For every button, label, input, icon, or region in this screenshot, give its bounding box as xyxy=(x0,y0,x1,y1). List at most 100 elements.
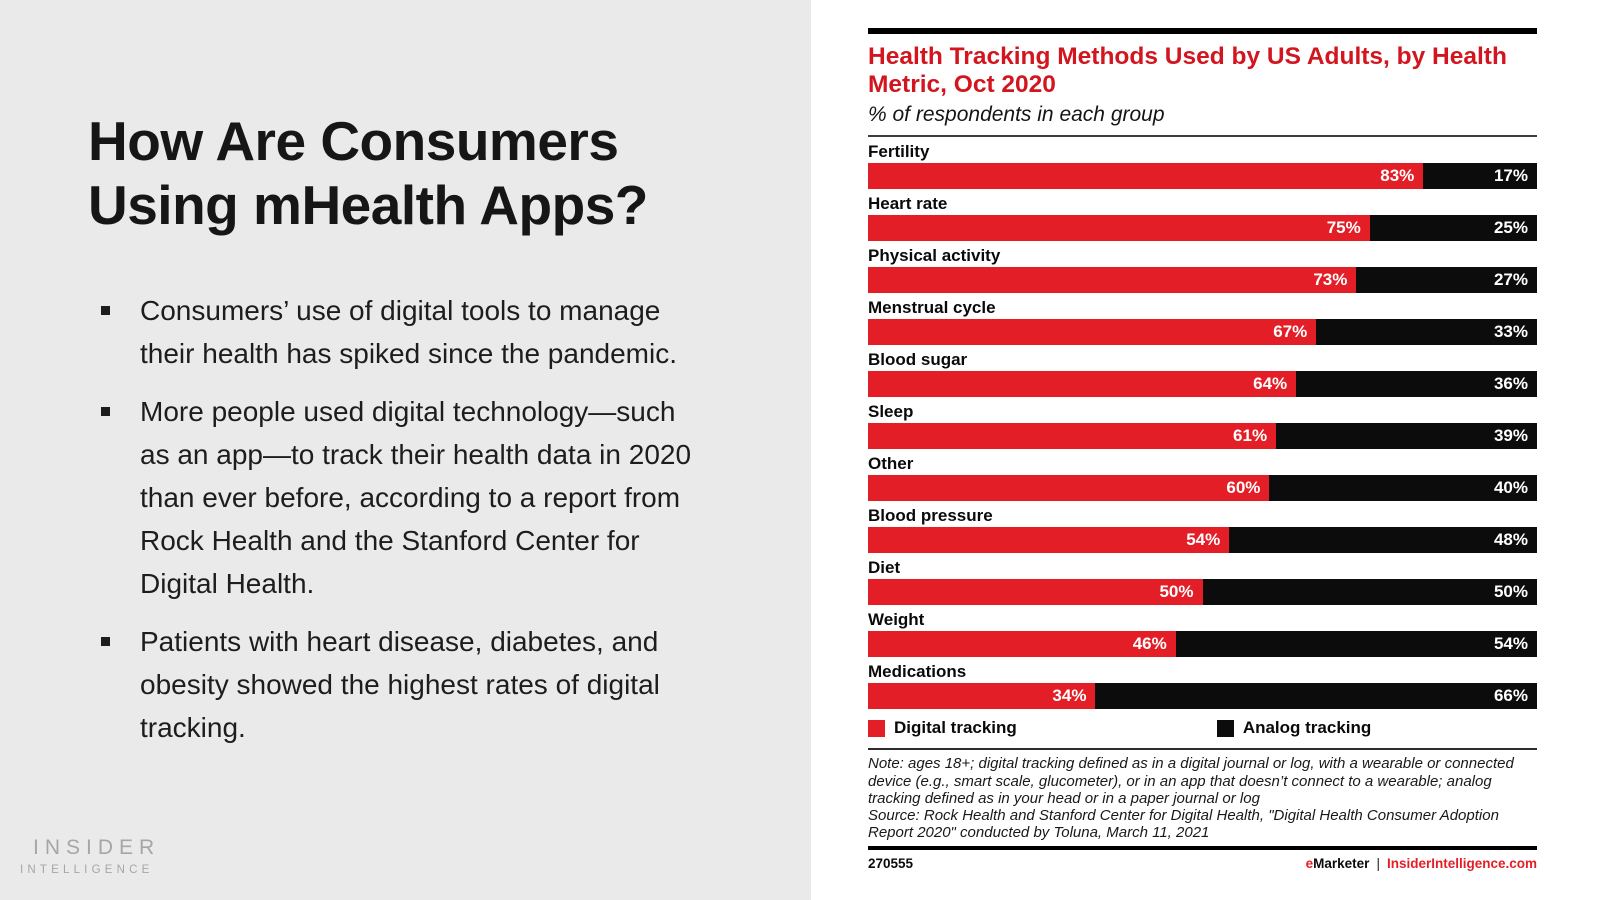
legend-item-analog: Analog tracking xyxy=(1216,718,1372,738)
bar-row: Blood sugar 64% 36% xyxy=(868,350,1537,398)
legend-item-digital: Digital tracking xyxy=(868,718,1017,738)
digital-value: 54% xyxy=(1186,530,1221,550)
bullet-item: Consumers’ use of digital tools to manag… xyxy=(98,290,710,376)
digital-segment: 64% xyxy=(868,371,1297,398)
stacked-bar: 60% 40% xyxy=(868,475,1537,502)
digital-value: 67% xyxy=(1273,322,1308,342)
bar-row: Medications 34% 66% xyxy=(868,662,1537,710)
legend-label-analog: Analog tracking xyxy=(1242,718,1372,738)
digital-segment: 61% xyxy=(868,423,1277,450)
chart-title: Health Tracking Methods Used by US Adult… xyxy=(868,43,1507,98)
footer-site-link[interactable]: InsiderIntelligence.com xyxy=(1386,856,1537,872)
bar-category-label: Diet xyxy=(868,558,901,578)
digital-value: 83% xyxy=(1380,166,1415,186)
analog-value: 36% xyxy=(1493,374,1528,394)
analog-segment: 17% xyxy=(1423,163,1537,190)
digital-value: 46% xyxy=(1132,634,1167,654)
bar-row: Physical activity 73% 27% xyxy=(868,246,1537,294)
digital-segment: 60% xyxy=(868,475,1270,502)
digital-value: 50% xyxy=(1159,582,1194,602)
digital-value: 61% xyxy=(1233,426,1268,446)
bar-row: Menstrual cycle 67% 33% xyxy=(868,298,1537,346)
chart-note: Note: ages 18+; digital tracking defined… xyxy=(868,755,1537,841)
digital-segment: 83% xyxy=(868,163,1424,190)
analog-value: 33% xyxy=(1493,322,1528,342)
analog-swatch-icon xyxy=(1216,719,1234,737)
legend-label-digital: Digital tracking xyxy=(894,718,1017,738)
bar-category-label: Blood pressure xyxy=(868,506,993,526)
source-text: Source: Rock Health and Stanford Center … xyxy=(868,806,1499,842)
stacked-bar: 54% 48% xyxy=(868,527,1537,554)
analog-value: 17% xyxy=(1493,166,1528,186)
bullet-list: Consumers’ use of digital tools to manag… xyxy=(98,290,710,765)
bar-row: Fertility 83% 17% xyxy=(868,142,1537,190)
bar-category-label: Weight xyxy=(868,610,925,630)
digital-segment: 67% xyxy=(868,319,1317,346)
footer-rule xyxy=(868,846,1537,851)
bar-row: Heart rate 75% 25% xyxy=(868,194,1537,242)
bar-category-label: Heart rate xyxy=(868,194,948,214)
stacked-bar: 64% 36% xyxy=(868,371,1537,398)
analog-value: 50% xyxy=(1493,582,1528,602)
digital-value: 60% xyxy=(1226,478,1261,498)
chart-legend: Digital tracking Analog tracking xyxy=(868,718,1537,738)
chart-subtitle: % of respondents in each group xyxy=(868,103,1165,127)
bar-row: Diet 50% 50% xyxy=(868,558,1537,606)
analog-segment: 39% xyxy=(1276,423,1537,450)
analog-value: 48% xyxy=(1493,530,1528,550)
analog-segment: 25% xyxy=(1369,215,1537,242)
digital-value: 73% xyxy=(1313,270,1348,290)
stacked-bar: 73% 27% xyxy=(868,267,1537,294)
note-divider xyxy=(868,748,1537,751)
digital-value: 64% xyxy=(1253,374,1288,394)
bullet-item: Patients with heart disease, diabetes, a… xyxy=(98,621,710,750)
analog-segment: 66% xyxy=(1095,683,1537,710)
digital-value: 75% xyxy=(1326,218,1361,238)
analog-value: 40% xyxy=(1493,478,1528,498)
page-title: How Are Consumers Using mHealth Apps? xyxy=(88,109,648,237)
analog-segment: 50% xyxy=(1202,579,1537,606)
stacked-bar: 67% 33% xyxy=(868,319,1537,346)
bar-row: Weight 46% 54% xyxy=(868,610,1537,658)
note-text: Note: ages 18+; digital tracking defined… xyxy=(868,755,1514,807)
chart-id: 270555 xyxy=(868,856,914,872)
analog-segment: 40% xyxy=(1269,475,1537,502)
chart-divider xyxy=(868,135,1537,138)
digital-swatch-icon xyxy=(868,719,885,737)
chart-footer: 270555 eMarketer | InsiderIntelligence.com xyxy=(868,856,1537,871)
stacked-bar: 61% 39% xyxy=(868,423,1537,450)
analog-segment: 33% xyxy=(1316,319,1537,346)
stacked-bar: 34% 66% xyxy=(868,683,1537,710)
analog-segment: 48% xyxy=(1229,527,1537,554)
stacked-bar: 75% 25% xyxy=(868,215,1537,242)
bullet-item: More people used digital technology—such… xyxy=(98,391,710,606)
bar-row: Blood pressure 54% 48% xyxy=(868,506,1537,554)
footer-separator: | xyxy=(1376,856,1380,872)
chart-panel: Health Tracking Methods Used by US Adult… xyxy=(868,28,1537,871)
logo-line2: INTELLIGENCE xyxy=(20,864,154,876)
bar-category-label: Blood sugar xyxy=(868,350,968,370)
footer-brand: eMarketer | InsiderIntelligence.com xyxy=(1306,856,1537,871)
digital-segment: 75% xyxy=(868,215,1370,242)
digital-segment: 34% xyxy=(868,683,1096,710)
bar-row: Other 60% 40% xyxy=(868,454,1537,502)
chart-rows: Fertility 83% 17% Heart rate 75% 25% Physical … xyxy=(868,142,1537,710)
chart-top-rule xyxy=(868,28,1537,34)
insider-intelligence-logo: INSIDER INTELLIGENCE xyxy=(20,836,160,876)
digital-segment: 46% xyxy=(868,631,1176,658)
analog-value: 66% xyxy=(1493,686,1528,706)
digital-segment: 50% xyxy=(868,579,1203,606)
bar-category-label: Menstrual cycle xyxy=(868,298,996,318)
analog-segment: 27% xyxy=(1356,267,1537,294)
analog-value: 27% xyxy=(1493,270,1528,290)
bar-category-label: Fertility xyxy=(868,142,930,162)
analog-value: 25% xyxy=(1493,218,1528,238)
emarketer-e: e xyxy=(1305,856,1314,872)
emarketer-rest: Marketer xyxy=(1313,856,1370,872)
digital-value: 34% xyxy=(1052,686,1087,706)
analog-segment: 36% xyxy=(1296,371,1537,398)
stacked-bar: 83% 17% xyxy=(868,163,1537,190)
analog-value: 39% xyxy=(1493,426,1528,446)
digital-segment: 73% xyxy=(868,267,1357,294)
